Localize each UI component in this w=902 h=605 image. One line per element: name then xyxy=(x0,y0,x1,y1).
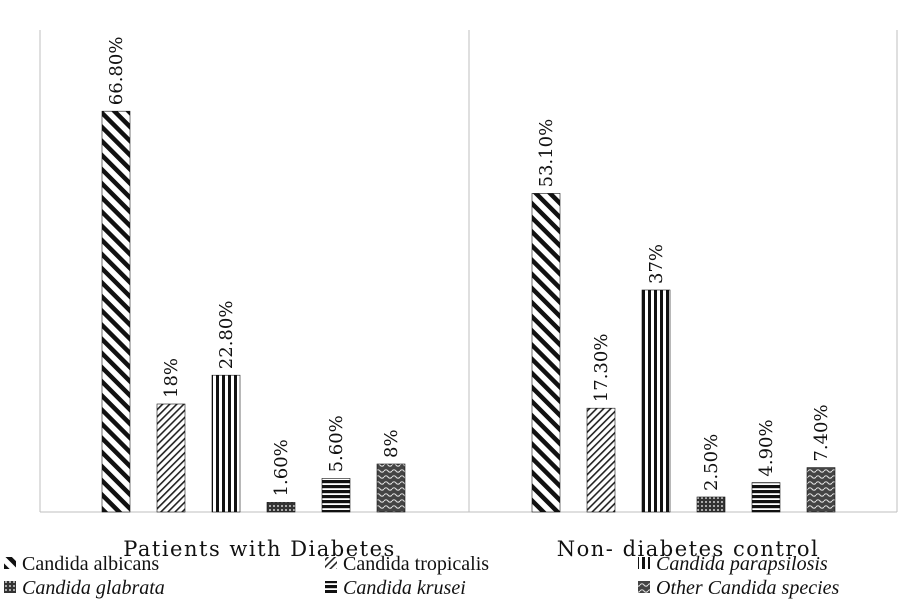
data-label: 37% xyxy=(646,244,667,284)
legend-swatch xyxy=(638,581,650,593)
legend-swatch xyxy=(4,581,16,593)
data-label: 1.60% xyxy=(271,439,292,496)
legend-label: Candida krusei xyxy=(343,577,466,599)
bar-0-1 xyxy=(531,193,561,513)
bar-0-0 xyxy=(101,110,131,513)
bar-4-0 xyxy=(321,478,351,513)
legend-label: Candida albicans xyxy=(22,553,159,575)
legend: Candida albicans Candida tropicalis Candid… xyxy=(4,553,840,599)
bar-5-1 xyxy=(806,467,836,513)
data-label: 17.30% xyxy=(591,334,612,403)
legend-label: Other Candida species xyxy=(656,577,840,599)
data-label: 66.80% xyxy=(106,37,127,106)
bar-1-1 xyxy=(586,407,616,513)
legend-label: Candida tropicalis xyxy=(343,553,489,575)
legend-swatch xyxy=(325,581,337,593)
data-label: 7.40% xyxy=(811,404,832,461)
bar-2-0 xyxy=(211,374,241,513)
data-label: 4.90% xyxy=(756,419,777,476)
data-label: 53.10% xyxy=(536,119,557,188)
data-label: 2.50% xyxy=(701,434,722,491)
data-label: 5.60% xyxy=(326,415,347,472)
plot-area: 66.80% 18% 22.80% 1.60% 5.60% 8% Patients with… xyxy=(39,30,898,561)
bar-4-1 xyxy=(751,482,781,513)
bar-1-0 xyxy=(156,403,186,513)
legend-label: Candida glabrata xyxy=(22,577,165,599)
legend-label: Candida parapsilosis xyxy=(656,553,828,575)
data-label: 18% xyxy=(161,358,182,398)
bar-3-0 xyxy=(266,502,296,513)
bar-5-0 xyxy=(376,463,406,513)
bar-2-1 xyxy=(641,289,671,513)
category-label: Patients with Diabetes xyxy=(123,537,396,561)
data-label: 22.80% xyxy=(216,301,237,370)
legend-swatch xyxy=(325,557,337,569)
data-label: 8% xyxy=(381,429,402,458)
category-label: Non- diabetes control xyxy=(557,537,819,561)
bar-3-1 xyxy=(696,496,726,513)
legend-swatch xyxy=(4,557,16,569)
legend-swatch xyxy=(638,557,650,569)
